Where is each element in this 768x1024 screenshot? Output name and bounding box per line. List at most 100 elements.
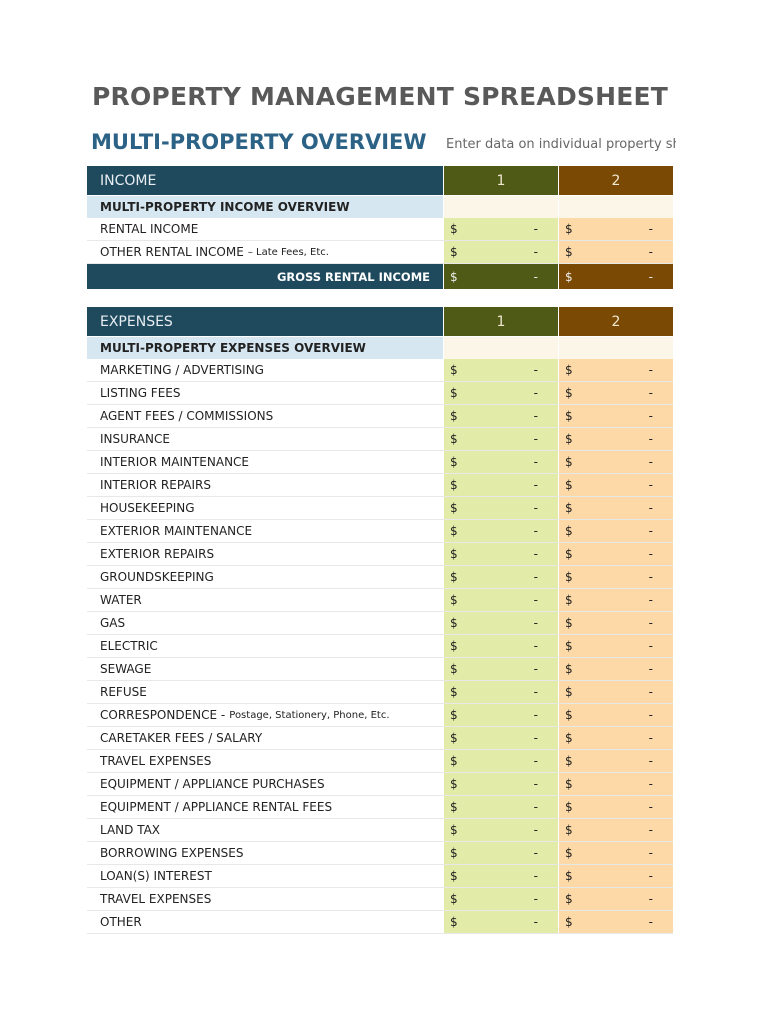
currency-symbol: $ [450,245,458,259]
property-1-value[interactable]: $ - [443,543,558,565]
property-2-value[interactable]: $ - [558,865,673,887]
property-1-value[interactable]: $ - [443,727,558,749]
property-1-value[interactable]: $ - [443,474,558,496]
property-2-value[interactable]: $ - [558,543,673,565]
cell-value: - [533,846,538,860]
property-1-value[interactable]: $ - [443,241,558,263]
property-2-value[interactable]: $ - [558,704,673,726]
cell-value: - [533,547,538,561]
cell-value: - [648,363,653,377]
currency-symbol: $ [565,823,573,837]
cell-value: - [533,478,538,492]
property-1-value[interactable]: $ - [443,704,558,726]
property-2-value[interactable]: $ - [558,658,673,680]
table-row: TRAVEL EXPENSES $ - $ - [87,750,673,773]
property-1-value[interactable]: $ - [443,865,558,887]
cell-value: - [648,915,653,929]
row-label: LOAN(S) INTEREST [87,865,443,887]
property-2-value[interactable]: $ - [558,750,673,772]
property-1-value[interactable]: $ - [443,497,558,519]
property-2-value[interactable]: $ - [558,566,673,588]
property-1-value[interactable]: $ - [443,773,558,795]
property-2-value[interactable]: $ - [558,451,673,473]
property-1-value[interactable]: $ - [443,658,558,680]
income-section-title: MULTI-PROPERTY INCOME OVERVIEW [87,196,443,218]
cell-value: - [648,662,653,676]
property-1-total[interactable]: $ - [443,264,558,289]
property-2-value[interactable]: $ - [558,635,673,657]
property-2-value[interactable]: $ - [558,474,673,496]
property-2-value[interactable]: $ - [558,681,673,703]
property-2-value[interactable]: $ - [558,428,673,450]
cell-value: - [533,363,538,377]
property-2-value[interactable]: $ - [558,773,673,795]
property-1-value[interactable]: $ - [443,218,558,240]
property-2-value[interactable]: $ - [558,888,673,910]
property-1-value[interactable]: $ - [443,819,558,841]
property-1-value[interactable]: $ - [443,750,558,772]
property-1-value[interactable]: $ - [443,681,558,703]
property-2-value[interactable]: $ - [558,589,673,611]
property-1-value[interactable]: $ - [443,842,558,864]
property-2-value[interactable]: $ - [558,359,673,381]
property-2-value[interactable]: $ - [558,727,673,749]
income-section-row: MULTI-PROPERTY INCOME OVERVIEW [87,196,673,218]
property-1-value[interactable]: $ - [443,359,558,381]
cell-value: - [533,754,538,768]
currency-symbol: $ [565,708,573,722]
property-2-value[interactable]: $ - [558,497,673,519]
currency-symbol: $ [450,639,458,653]
property-1-value[interactable]: $ - [443,451,558,473]
property-2-value[interactable]: $ - [558,520,673,542]
property-1-value[interactable]: $ - [443,888,558,910]
property-2-value[interactable]: $ - [558,241,673,263]
property-1-value[interactable]: $ - [443,566,558,588]
currency-symbol: $ [565,386,573,400]
currency-symbol: $ [450,846,458,860]
property-2-value[interactable]: $ - [558,796,673,818]
cell-value: - [533,524,538,538]
row-label: WATER [87,589,443,611]
table-row: HOUSEKEEPING $ - $ - [87,497,673,520]
property-1-value[interactable]: $ - [443,520,558,542]
currency-symbol: $ [565,432,573,446]
property-1-value[interactable]: $ - [443,405,558,427]
table-row: SEWAGE $ - $ - [87,658,673,681]
currency-symbol: $ [565,800,573,814]
property-1-value[interactable]: $ - [443,428,558,450]
property-1-value[interactable]: $ - [443,796,558,818]
property-2-value[interactable]: $ - [558,612,673,634]
property-2-value[interactable]: $ - [558,819,673,841]
property-2-total[interactable]: $ - [558,264,673,289]
table-row: INSURANCE $ - $ - [87,428,673,451]
currency-symbol: $ [450,524,458,538]
currency-symbol: $ [450,731,458,745]
currency-symbol: $ [565,616,573,630]
row-label: CORRESPONDENCE - Postage, Stationery, Pho… [87,704,443,726]
row-label-text: TRAVEL EXPENSES [100,754,212,768]
property-1-value[interactable]: $ - [443,911,558,933]
cell-value: - [533,731,538,745]
currency-symbol: $ [565,662,573,676]
currency-symbol: $ [450,269,458,284]
property-1-value[interactable]: $ - [443,612,558,634]
cell-value: - [648,593,653,607]
property-2-value[interactable]: $ - [558,842,673,864]
cell-value: - [648,685,653,699]
property-1-value[interactable]: $ - [443,635,558,657]
table-row: WATER $ - $ - [87,589,673,612]
currency-symbol: $ [450,915,458,929]
property-2-value[interactable]: $ - [558,911,673,933]
property-2-value[interactable]: $ - [558,405,673,427]
property-2-value[interactable]: $ - [558,382,673,404]
row-label: EQUIPMENT / APPLIANCE RENTAL FEES [87,796,443,818]
table-row: INTERIOR MAINTENANCE $ - $ - [87,451,673,474]
table-row: OTHER $ - $ - [87,911,673,934]
row-label: TRAVEL EXPENSES [87,888,443,910]
currency-symbol: $ [565,593,573,607]
property-1-value[interactable]: $ - [443,589,558,611]
property-1-value[interactable]: $ - [443,382,558,404]
currency-symbol: $ [450,409,458,423]
cell-value: - [648,869,653,883]
property-2-value[interactable]: $ - [558,218,673,240]
